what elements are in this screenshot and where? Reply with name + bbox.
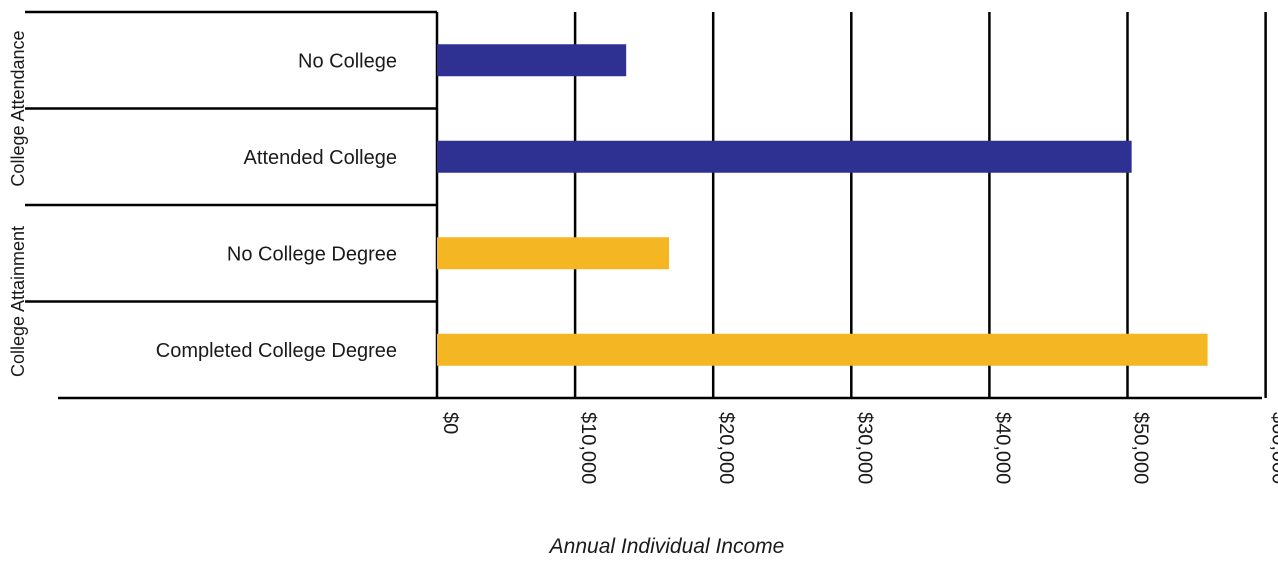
- bar-0: [437, 44, 626, 76]
- group-label-0: College Attendance: [8, 30, 28, 186]
- x-tick-label-0: $0: [439, 412, 461, 434]
- group-labels: College Attendance College Attainment: [8, 30, 28, 377]
- x-tick-label-4: $40,000: [991, 412, 1013, 484]
- category-label-0: No College: [298, 50, 397, 72]
- x-tick-label-2: $20,000: [715, 412, 737, 484]
- x-tick-label-1: $10,000: [577, 412, 599, 484]
- bar-1: [437, 141, 1132, 173]
- x-tick-label-3: $30,000: [853, 412, 875, 484]
- x-tick-label-5: $50,000: [1130, 412, 1152, 484]
- category-label-3: Completed College Degree: [156, 340, 397, 362]
- category-label-2: No College Degree: [227, 243, 397, 265]
- x-axis-title: Annual Individual Income: [548, 535, 785, 558]
- x-tick-label-6: $60,000: [1268, 412, 1278, 484]
- x-tick-labels: $0 $10,000 $20,000 $30,000 $40,000 $50,000 $60…: [439, 412, 1278, 484]
- category-label-1: Attended College: [244, 147, 397, 169]
- bars: [437, 44, 1208, 366]
- bar-3: [437, 334, 1208, 366]
- bar-2: [437, 237, 669, 269]
- group-label-1: College Attainment: [8, 226, 28, 377]
